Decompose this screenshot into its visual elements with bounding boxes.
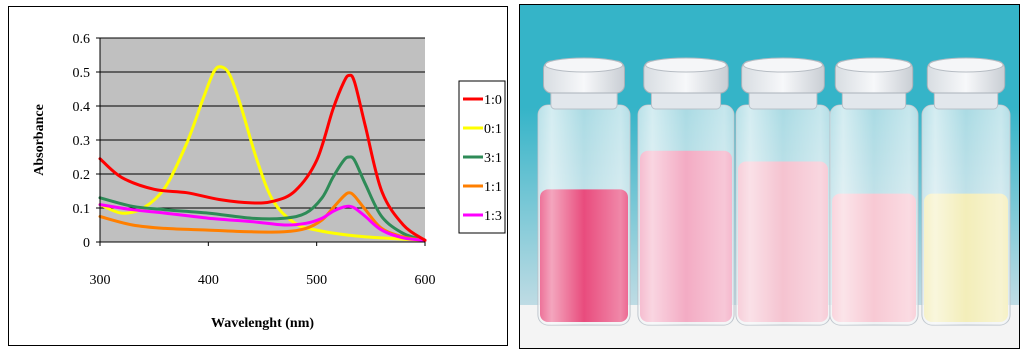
- vial-2: [637, 57, 735, 326]
- x-tick-label: 400: [198, 273, 219, 288]
- y-tick-label: 0.2: [73, 168, 91, 183]
- legend-item: 1:3: [463, 209, 502, 224]
- vials-photo: [519, 4, 1020, 349]
- legend-label: 1:0: [484, 93, 502, 108]
- y-tick-label: 0: [83, 236, 90, 251]
- x-tick-label: 500: [306, 273, 327, 288]
- vial-4: [829, 57, 919, 326]
- series-line-1-3: [98, 203, 427, 242]
- vial-highlight: [538, 105, 630, 325]
- series-line-3-1: [98, 155, 427, 242]
- x-tick-label: 300: [90, 273, 111, 288]
- vial-3: [735, 57, 831, 326]
- vial-5: [921, 57, 1011, 326]
- legend-item: 1:1: [463, 180, 502, 195]
- legend-label: 1:3: [484, 209, 502, 224]
- series-line-0-1: [98, 65, 427, 242]
- vial-cap-top: [544, 57, 624, 73]
- series-line-1-0: [98, 73, 427, 242]
- legend-item: 0:1: [463, 122, 502, 137]
- y-axis-title: Absorbance: [32, 104, 47, 176]
- vial-cap-top: [928, 57, 1004, 73]
- vial-highlight: [638, 105, 734, 325]
- vial-highlight: [922, 105, 1010, 325]
- y-tick-label: 0.3: [73, 134, 91, 149]
- y-tick-label: 0.5: [73, 66, 91, 81]
- vial-cap-top: [743, 57, 823, 73]
- legend-item: 1:0: [463, 93, 502, 108]
- legend-label: 0:1: [484, 122, 502, 137]
- chart-svg: 0 0.1 0.2 0.3 0.4 0.5 0.6 300 400 500 600 Absorban…: [32, 32, 506, 331]
- vial-1: [537, 57, 631, 326]
- x-axis-title: Wavelenght (nm): [211, 316, 314, 331]
- legend-label: 3:1: [484, 151, 502, 166]
- vial-highlight: [736, 105, 830, 325]
- vials-photo-svg: [520, 5, 1019, 348]
- y-tick-label: 0.1: [73, 202, 91, 217]
- legend: 1:0 0:1 3:1 1:1 1:3: [458, 80, 506, 234]
- vial-highlight: [830, 105, 918, 325]
- vial-cap-top: [645, 57, 727, 73]
- y-tick-label: 0.6: [73, 32, 91, 47]
- y-tick-label: 0.4: [73, 100, 91, 115]
- absorbance-chart: 0 0.1 0.2 0.3 0.4 0.5 0.6 300 400 500 600 Absorban…: [8, 6, 508, 346]
- x-tick-label: 600: [415, 273, 436, 288]
- legend-item: 3:1: [463, 151, 502, 166]
- legend-label: 1:1: [484, 180, 502, 195]
- vial-cap-top: [836, 57, 912, 73]
